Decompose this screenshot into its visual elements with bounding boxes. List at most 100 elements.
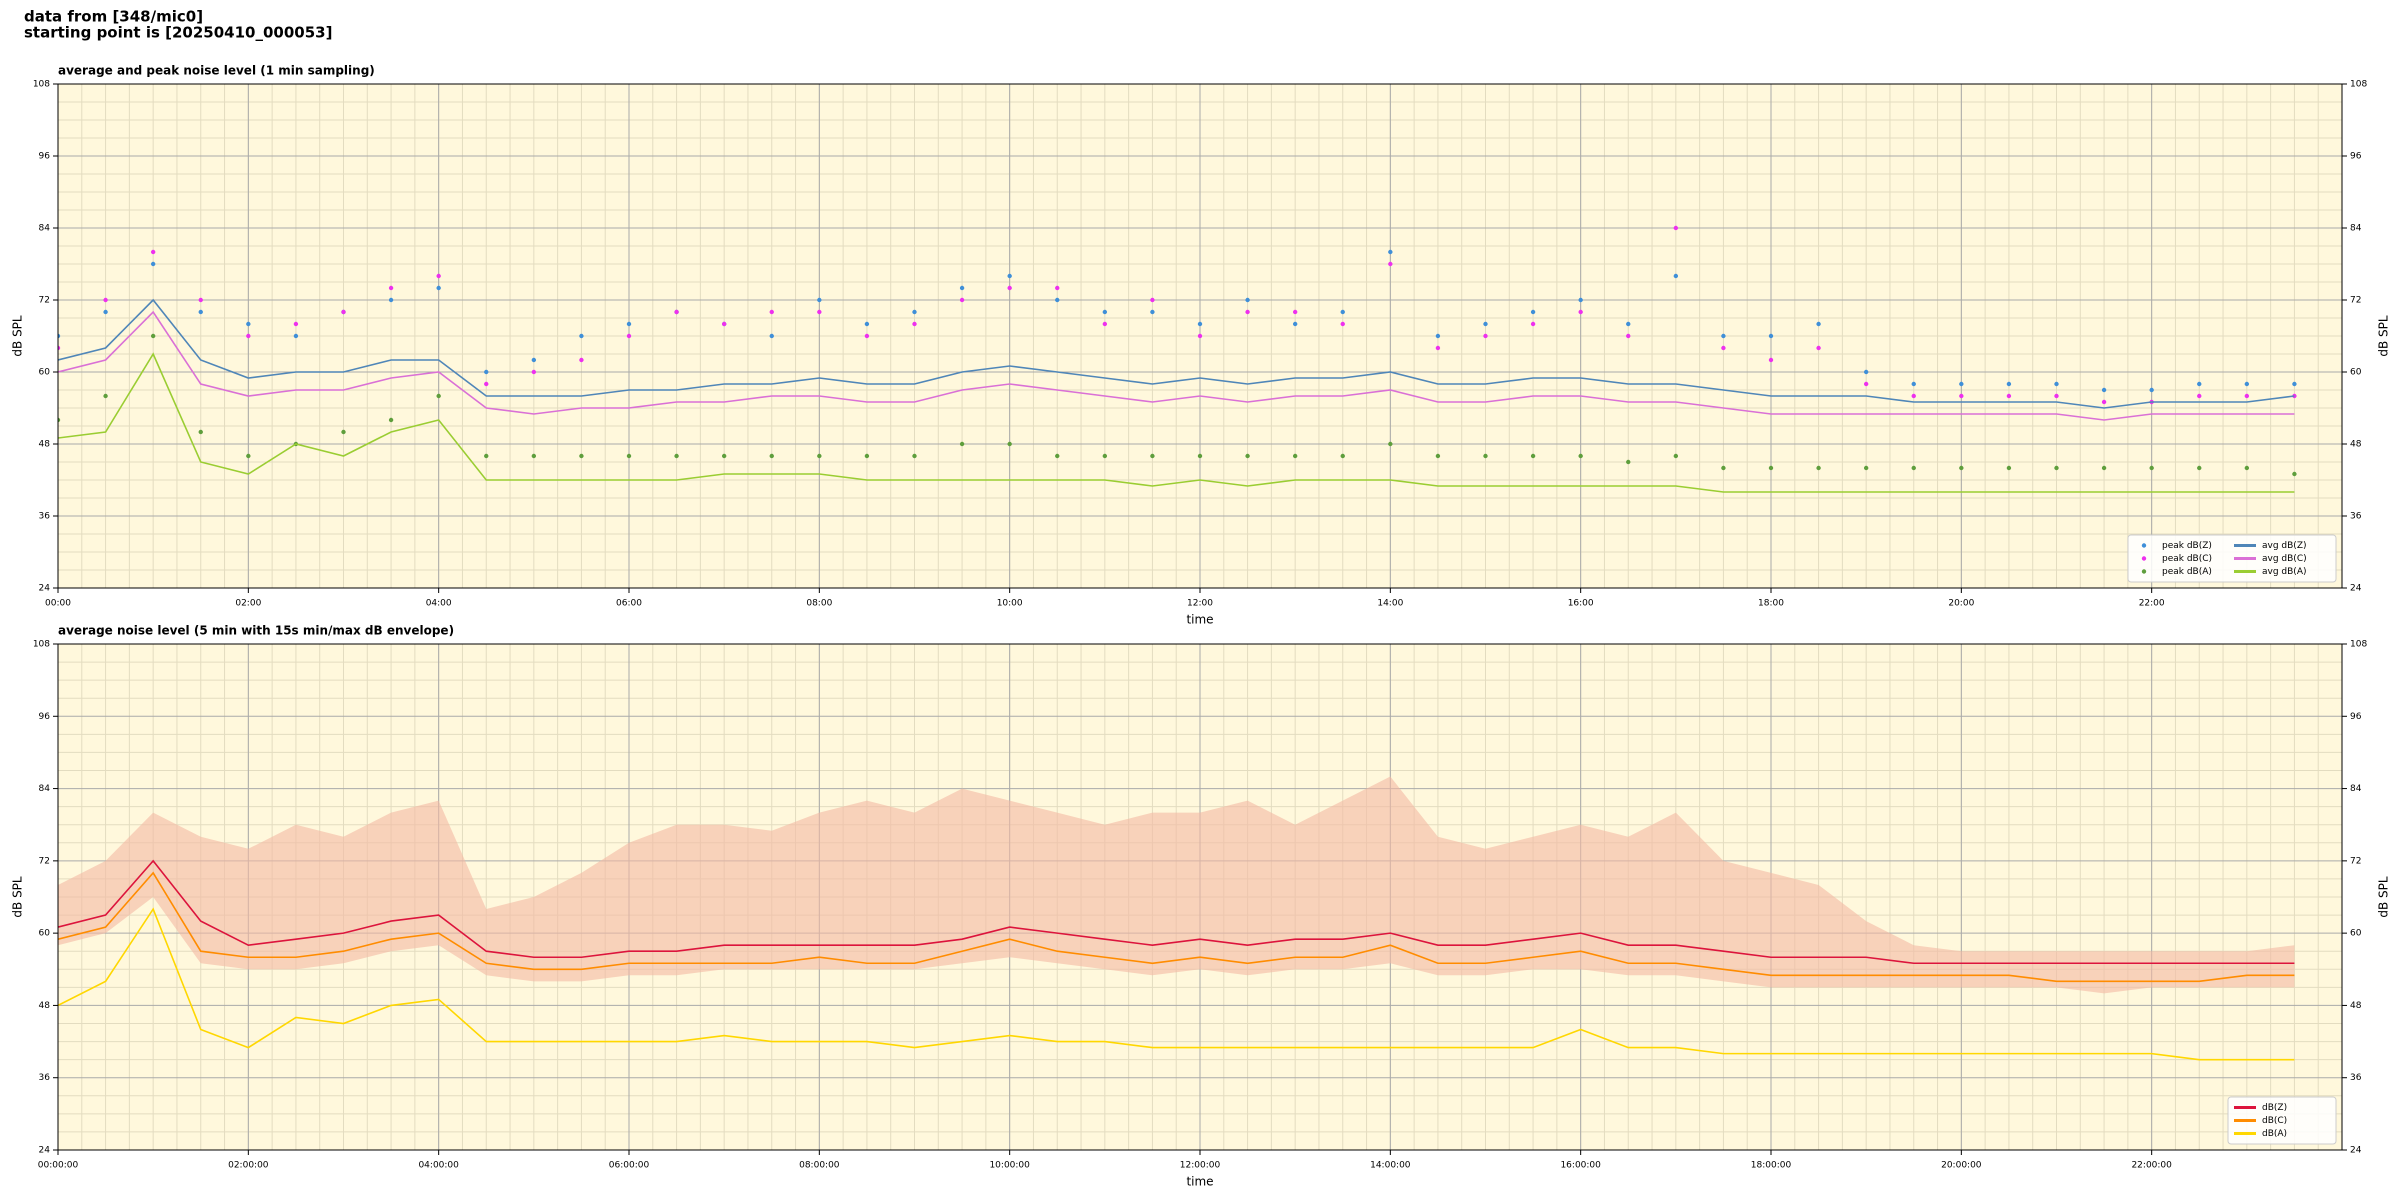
peak-point xyxy=(1483,333,1488,339)
x-tick-label: 12:00:00 xyxy=(1180,1161,1221,1171)
x-tick-label: 00:00:00 xyxy=(38,1161,79,1171)
x-tick-label: 06:00 xyxy=(616,599,642,609)
y2-tick-label: 24 xyxy=(2350,1146,2362,1156)
y-tick-label: 24 xyxy=(39,584,51,594)
peak-point xyxy=(2149,387,2154,393)
legend-label: peak dB(C) xyxy=(2162,554,2212,564)
y2-tick-label: 108 xyxy=(2350,640,2367,650)
peak-point xyxy=(1102,453,1108,459)
peak-point xyxy=(484,381,489,387)
peak-point xyxy=(1483,321,1488,327)
legend-label: peak dB(A) xyxy=(2162,567,2212,577)
peak-point xyxy=(1863,369,1869,375)
peak-point xyxy=(1245,453,1250,459)
x-axis-label: time xyxy=(1186,1175,1213,1189)
peak-point xyxy=(912,453,917,459)
peak-point xyxy=(1863,465,1869,471)
peak-point xyxy=(1340,321,1345,327)
x-tick-label: 16:00:00 xyxy=(1560,1161,1601,1171)
peak-point xyxy=(1340,309,1345,315)
peak-point xyxy=(1007,285,1012,291)
header-line: starting point is [20250410_000053] xyxy=(24,24,332,42)
peak-point xyxy=(721,453,727,459)
y-tick-label: 24 xyxy=(39,1146,51,1156)
peak-point xyxy=(864,333,870,339)
peak-point xyxy=(769,453,774,459)
legend-label: avg dB(C) xyxy=(2262,554,2307,564)
peak-point xyxy=(2101,387,2107,393)
peak-point xyxy=(1292,453,1298,459)
legend-label: peak dB(Z) xyxy=(2162,541,2212,551)
peak-point xyxy=(1863,381,1869,387)
x-tick-label: 04:00 xyxy=(426,599,452,609)
y2-tick-label: 84 xyxy=(2350,784,2362,794)
peak-point xyxy=(58,345,61,351)
y2-tick-label: 84 xyxy=(2350,224,2362,234)
peak-point xyxy=(2244,393,2250,399)
peak-point xyxy=(1245,309,1250,315)
x-tick-label: 02:00 xyxy=(235,599,261,609)
y2-tick-label: 60 xyxy=(2350,929,2362,939)
peak-point xyxy=(674,309,679,315)
peak-point xyxy=(1292,309,1298,315)
peak-point xyxy=(341,429,346,435)
peak-point xyxy=(1721,465,1726,471)
peak-point xyxy=(1721,333,1726,339)
y2-tick-label: 96 xyxy=(2350,712,2362,722)
envelope-area xyxy=(58,776,2295,994)
plot-frame xyxy=(57,83,2343,589)
y-tick-label: 84 xyxy=(39,784,51,794)
peak-point xyxy=(1388,249,1393,255)
y-tick-label: 72 xyxy=(39,856,50,866)
peak-point xyxy=(769,309,774,315)
peak-point xyxy=(1959,393,1964,399)
chart-title: average and peak noise level (1 min samp… xyxy=(58,64,375,78)
series-line xyxy=(58,352,2295,493)
peak-point xyxy=(103,309,108,315)
peak-point xyxy=(1197,333,1203,339)
y-tick-label: 108 xyxy=(33,80,50,90)
x-tick-label: 10:00:00 xyxy=(989,1161,1030,1171)
peak-point xyxy=(198,309,203,315)
peak-point xyxy=(2244,465,2250,471)
legend-marker xyxy=(2141,543,2147,548)
peak-point xyxy=(1673,225,1679,231)
header-line: data from [348/mic0] xyxy=(24,8,203,26)
peak-point xyxy=(769,333,774,339)
series-line xyxy=(58,310,2295,421)
x-tick-label: 14:00 xyxy=(1377,599,1403,609)
x-tick-label: 10:00 xyxy=(997,599,1023,609)
peak-point xyxy=(436,285,441,291)
peak-point xyxy=(388,285,394,291)
x-tick-label: 18:00 xyxy=(1758,599,1784,609)
plot-frame xyxy=(57,643,2343,1151)
peak-point xyxy=(912,309,917,315)
y-tick-label: 48 xyxy=(39,440,51,450)
y2-tick-label: 72 xyxy=(2350,856,2361,866)
peak-point xyxy=(1911,381,1916,387)
peak-point xyxy=(1626,333,1631,339)
x-tick-label: 16:00 xyxy=(1568,599,1594,609)
peak-point xyxy=(1578,297,1583,303)
y-axis-label: dB SPL xyxy=(11,315,25,357)
peak-point xyxy=(341,309,346,315)
y-tick-label: 36 xyxy=(39,512,51,522)
peak-point xyxy=(1626,459,1631,465)
peak-point xyxy=(817,453,822,459)
x-tick-label: 12:00 xyxy=(1187,599,1213,609)
peak-point xyxy=(1530,309,1536,315)
x-tick-label: 04:00:00 xyxy=(418,1161,459,1171)
peak-point xyxy=(579,453,584,459)
y-tick-label: 72 xyxy=(39,296,50,306)
peak-point xyxy=(1102,321,1108,327)
peak-point xyxy=(1911,393,1916,399)
peak-point xyxy=(1055,297,1060,303)
peak-point xyxy=(959,297,965,303)
peak-point xyxy=(2101,399,2107,405)
x-tick-label: 08:00:00 xyxy=(799,1161,840,1171)
peak-point xyxy=(150,333,156,339)
y2-tick-label: 24 xyxy=(2350,584,2362,594)
peak-point xyxy=(1435,333,1441,339)
peak-point xyxy=(1816,345,1821,351)
peak-point xyxy=(959,441,965,447)
